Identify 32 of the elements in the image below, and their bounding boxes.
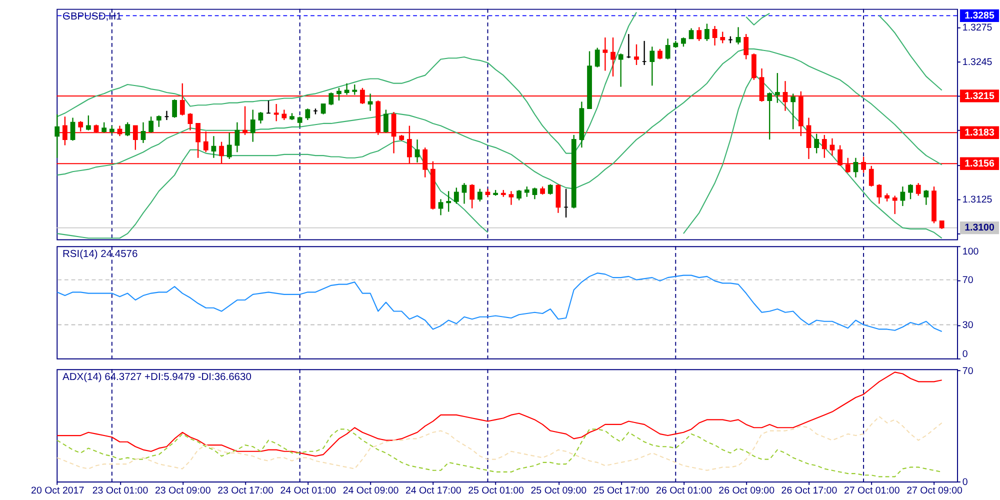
y-tick-label: 1.3245 xyxy=(962,56,993,68)
y-tick-label: 0 xyxy=(962,476,968,488)
x-tick-label: 23 Oct 17:00 xyxy=(218,486,274,497)
y-tick-label: 100 xyxy=(962,246,980,258)
chart-title: ADX(14) 64.3727 +DI:5.9479 -DI:36.6630 xyxy=(62,372,252,383)
x-tick-label: 25 Oct 17:00 xyxy=(593,486,650,497)
x-tick-label: 26 Oct 01:00 xyxy=(656,486,712,497)
x-tick-label: 20 Oct 2017 xyxy=(31,486,84,497)
x-tick-label: 23 Oct 09:00 xyxy=(154,486,212,497)
x-tick-label: 24 Oct 17:00 xyxy=(405,486,462,497)
x-tick-label: 27 Oct 01:00 xyxy=(844,486,900,497)
y-tick-label: 70 xyxy=(962,275,974,286)
y-tick-label: 70 xyxy=(962,366,974,378)
ref-line-label: 1.3285 xyxy=(964,10,995,22)
ref-line-label: 1.3215 xyxy=(964,90,995,102)
x-tick-label: 24 Oct 01:00 xyxy=(280,486,337,497)
x-tick-label: 25 Oct 01:00 xyxy=(468,486,525,497)
ref-line-label: 1.3156 xyxy=(964,158,995,170)
y-tick-label: 30 xyxy=(962,320,974,332)
y-tick-label: 0 xyxy=(962,348,968,360)
x-tick-label: 24 Oct 09:00 xyxy=(342,486,400,497)
x-tick-label: 25 Oct 09:00 xyxy=(530,486,588,497)
chart-title: GBPUSD,H1 xyxy=(62,12,122,23)
ref-line-label: 1.3100 xyxy=(964,222,995,234)
x-tick-label: 26 Oct 09:00 xyxy=(718,486,776,497)
ref-line-label: 1.3183 xyxy=(964,128,995,139)
y-tick-label: 1.3275 xyxy=(962,22,993,34)
x-tick-label: 23 Oct 01:00 xyxy=(92,486,149,497)
chart-title: RSI(14) 24.4576 xyxy=(62,248,138,260)
y-tick-label: 1.3125 xyxy=(962,194,993,206)
x-tick-label: 27 Oct 09:00 xyxy=(906,486,963,497)
x-tick-label: 26 Oct 17:00 xyxy=(781,486,838,497)
